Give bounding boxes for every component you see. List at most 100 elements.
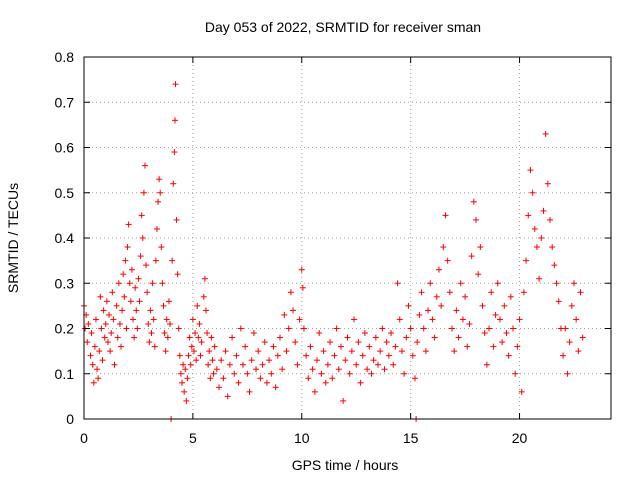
data-point bbox=[99, 357, 106, 364]
data-point bbox=[464, 343, 471, 350]
data-point bbox=[242, 343, 249, 350]
data-point bbox=[401, 370, 408, 377]
data-point bbox=[165, 298, 172, 305]
data-point bbox=[453, 307, 460, 314]
data-point bbox=[107, 348, 114, 355]
data-point bbox=[133, 307, 140, 314]
y-tick-label: 0.3 bbox=[55, 275, 75, 291]
data-point bbox=[135, 275, 142, 282]
data-point bbox=[276, 334, 283, 341]
data-point bbox=[444, 257, 451, 264]
data-point bbox=[120, 271, 127, 278]
data-point bbox=[119, 307, 126, 314]
data-point bbox=[568, 302, 575, 309]
data-point bbox=[121, 293, 128, 300]
data-point bbox=[488, 289, 495, 296]
data-point bbox=[106, 311, 113, 318]
data-point bbox=[160, 302, 167, 309]
data-point bbox=[155, 198, 162, 205]
data-point bbox=[96, 348, 103, 355]
data-point bbox=[244, 370, 251, 377]
chart-title: Day 053 of 2022, SRMTID for receiver sma… bbox=[205, 19, 481, 35]
data-point bbox=[520, 289, 527, 296]
data-point bbox=[398, 348, 405, 355]
data-point bbox=[163, 316, 170, 323]
data-point bbox=[211, 343, 218, 350]
data-point bbox=[555, 298, 562, 305]
data-point bbox=[374, 361, 381, 368]
x-axis-label: GPS time / hours bbox=[292, 457, 399, 473]
y-axis-label: SRMTID / TECUs bbox=[5, 183, 21, 293]
data-point bbox=[281, 311, 288, 318]
data-point bbox=[318, 370, 325, 377]
data-point bbox=[309, 366, 316, 373]
data-point bbox=[359, 352, 366, 359]
data-point bbox=[340, 397, 347, 404]
data-point bbox=[231, 370, 238, 377]
data-point bbox=[109, 289, 116, 296]
data-point bbox=[169, 257, 176, 264]
data-point bbox=[126, 280, 133, 287]
data-point bbox=[137, 253, 144, 260]
data-point bbox=[157, 189, 164, 196]
data-point bbox=[98, 325, 105, 332]
data-point bbox=[549, 244, 556, 251]
data-point bbox=[425, 307, 432, 314]
data-point bbox=[216, 384, 223, 391]
data-point bbox=[180, 361, 187, 368]
data-point bbox=[346, 370, 353, 377]
data-point bbox=[261, 339, 268, 346]
data-point bbox=[197, 352, 204, 359]
data-point bbox=[470, 198, 477, 205]
data-point bbox=[368, 370, 375, 377]
data-points bbox=[81, 81, 586, 422]
data-point bbox=[195, 334, 202, 341]
data-point bbox=[449, 325, 456, 332]
data-point bbox=[138, 212, 145, 219]
data-point bbox=[523, 257, 530, 264]
data-point bbox=[127, 298, 134, 305]
data-point bbox=[173, 216, 180, 223]
data-point bbox=[570, 280, 577, 287]
data-point bbox=[248, 357, 255, 364]
data-point bbox=[579, 334, 586, 341]
data-point bbox=[468, 253, 475, 260]
data-point bbox=[353, 361, 360, 368]
data-point bbox=[283, 348, 290, 355]
data-point bbox=[440, 244, 447, 251]
data-point bbox=[466, 320, 473, 327]
data-point bbox=[355, 339, 362, 346]
data-point bbox=[529, 189, 536, 196]
data-point bbox=[110, 316, 117, 323]
y-tick-label: 0.2 bbox=[55, 321, 75, 337]
data-point bbox=[361, 330, 368, 337]
data-point bbox=[204, 330, 211, 337]
data-point bbox=[292, 339, 299, 346]
data-point bbox=[379, 325, 386, 332]
data-point bbox=[337, 343, 344, 350]
data-point bbox=[250, 330, 257, 337]
data-point bbox=[89, 361, 96, 368]
plot-frame bbox=[83, 56, 612, 420]
data-point bbox=[141, 162, 148, 169]
data-point bbox=[156, 176, 163, 183]
data-point bbox=[188, 343, 195, 350]
data-point bbox=[257, 375, 264, 382]
data-point bbox=[100, 307, 107, 314]
data-point bbox=[562, 325, 569, 332]
data-point bbox=[435, 266, 442, 273]
data-point bbox=[270, 343, 277, 350]
data-point bbox=[186, 334, 193, 341]
data-point bbox=[128, 266, 135, 273]
data-point bbox=[505, 352, 512, 359]
data-point bbox=[176, 352, 183, 359]
data-point bbox=[499, 339, 506, 346]
data-point bbox=[159, 280, 166, 287]
data-point bbox=[114, 334, 121, 341]
data-point bbox=[122, 257, 129, 264]
data-point bbox=[496, 316, 503, 323]
data-point bbox=[193, 357, 200, 364]
data-point bbox=[311, 388, 318, 395]
data-point bbox=[533, 244, 540, 251]
data-point bbox=[153, 225, 160, 232]
